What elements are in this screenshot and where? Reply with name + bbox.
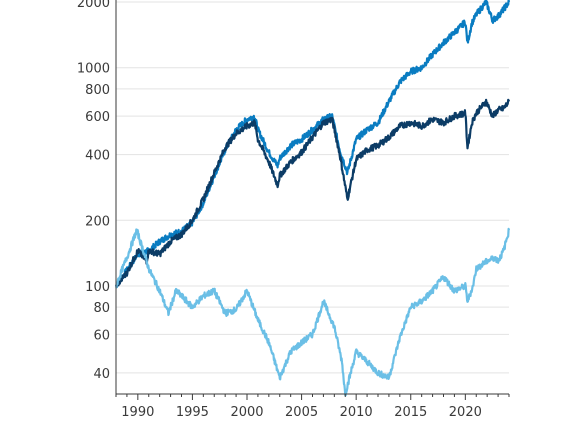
grid-lines (116, 1, 509, 374)
x-tick-label: 2010 (340, 405, 373, 420)
x-tick-label: 1990 (121, 405, 154, 420)
series-line-2 (115, 98, 511, 288)
y-tick-label: 2000 (77, 0, 110, 11)
x-tick-label: 2015 (394, 405, 427, 420)
series-line-1 (114, 0, 511, 289)
y-tick-label: 80 (93, 301, 110, 316)
x-tick-label: 2005 (285, 405, 318, 420)
y-tick-label: 200 (85, 214, 110, 229)
y-tick-label: 100 (85, 280, 110, 295)
y-tick-label: 60 (93, 328, 110, 343)
y-tick-label: 40 (93, 367, 110, 382)
series-lines (114, 0, 511, 397)
y-tick-label: 400 (85, 149, 110, 164)
x-tick-label: 2000 (230, 405, 263, 420)
x-tick-label: 2020 (449, 405, 482, 420)
x-axis-ticks: 1990 1995 2000 2005 2010 2015 2020 (115, 394, 510, 420)
series-line-3 (114, 227, 511, 397)
x-tick-label: 1995 (176, 405, 209, 420)
y-tick-label: 1000 (77, 62, 110, 77)
y-tick-label: 800 (85, 83, 110, 98)
y-tick-label: 600 (85, 110, 110, 125)
y-axis-tick-labels: 40 60 80 100 200 400 600 800 1000 2000 (77, 0, 110, 382)
